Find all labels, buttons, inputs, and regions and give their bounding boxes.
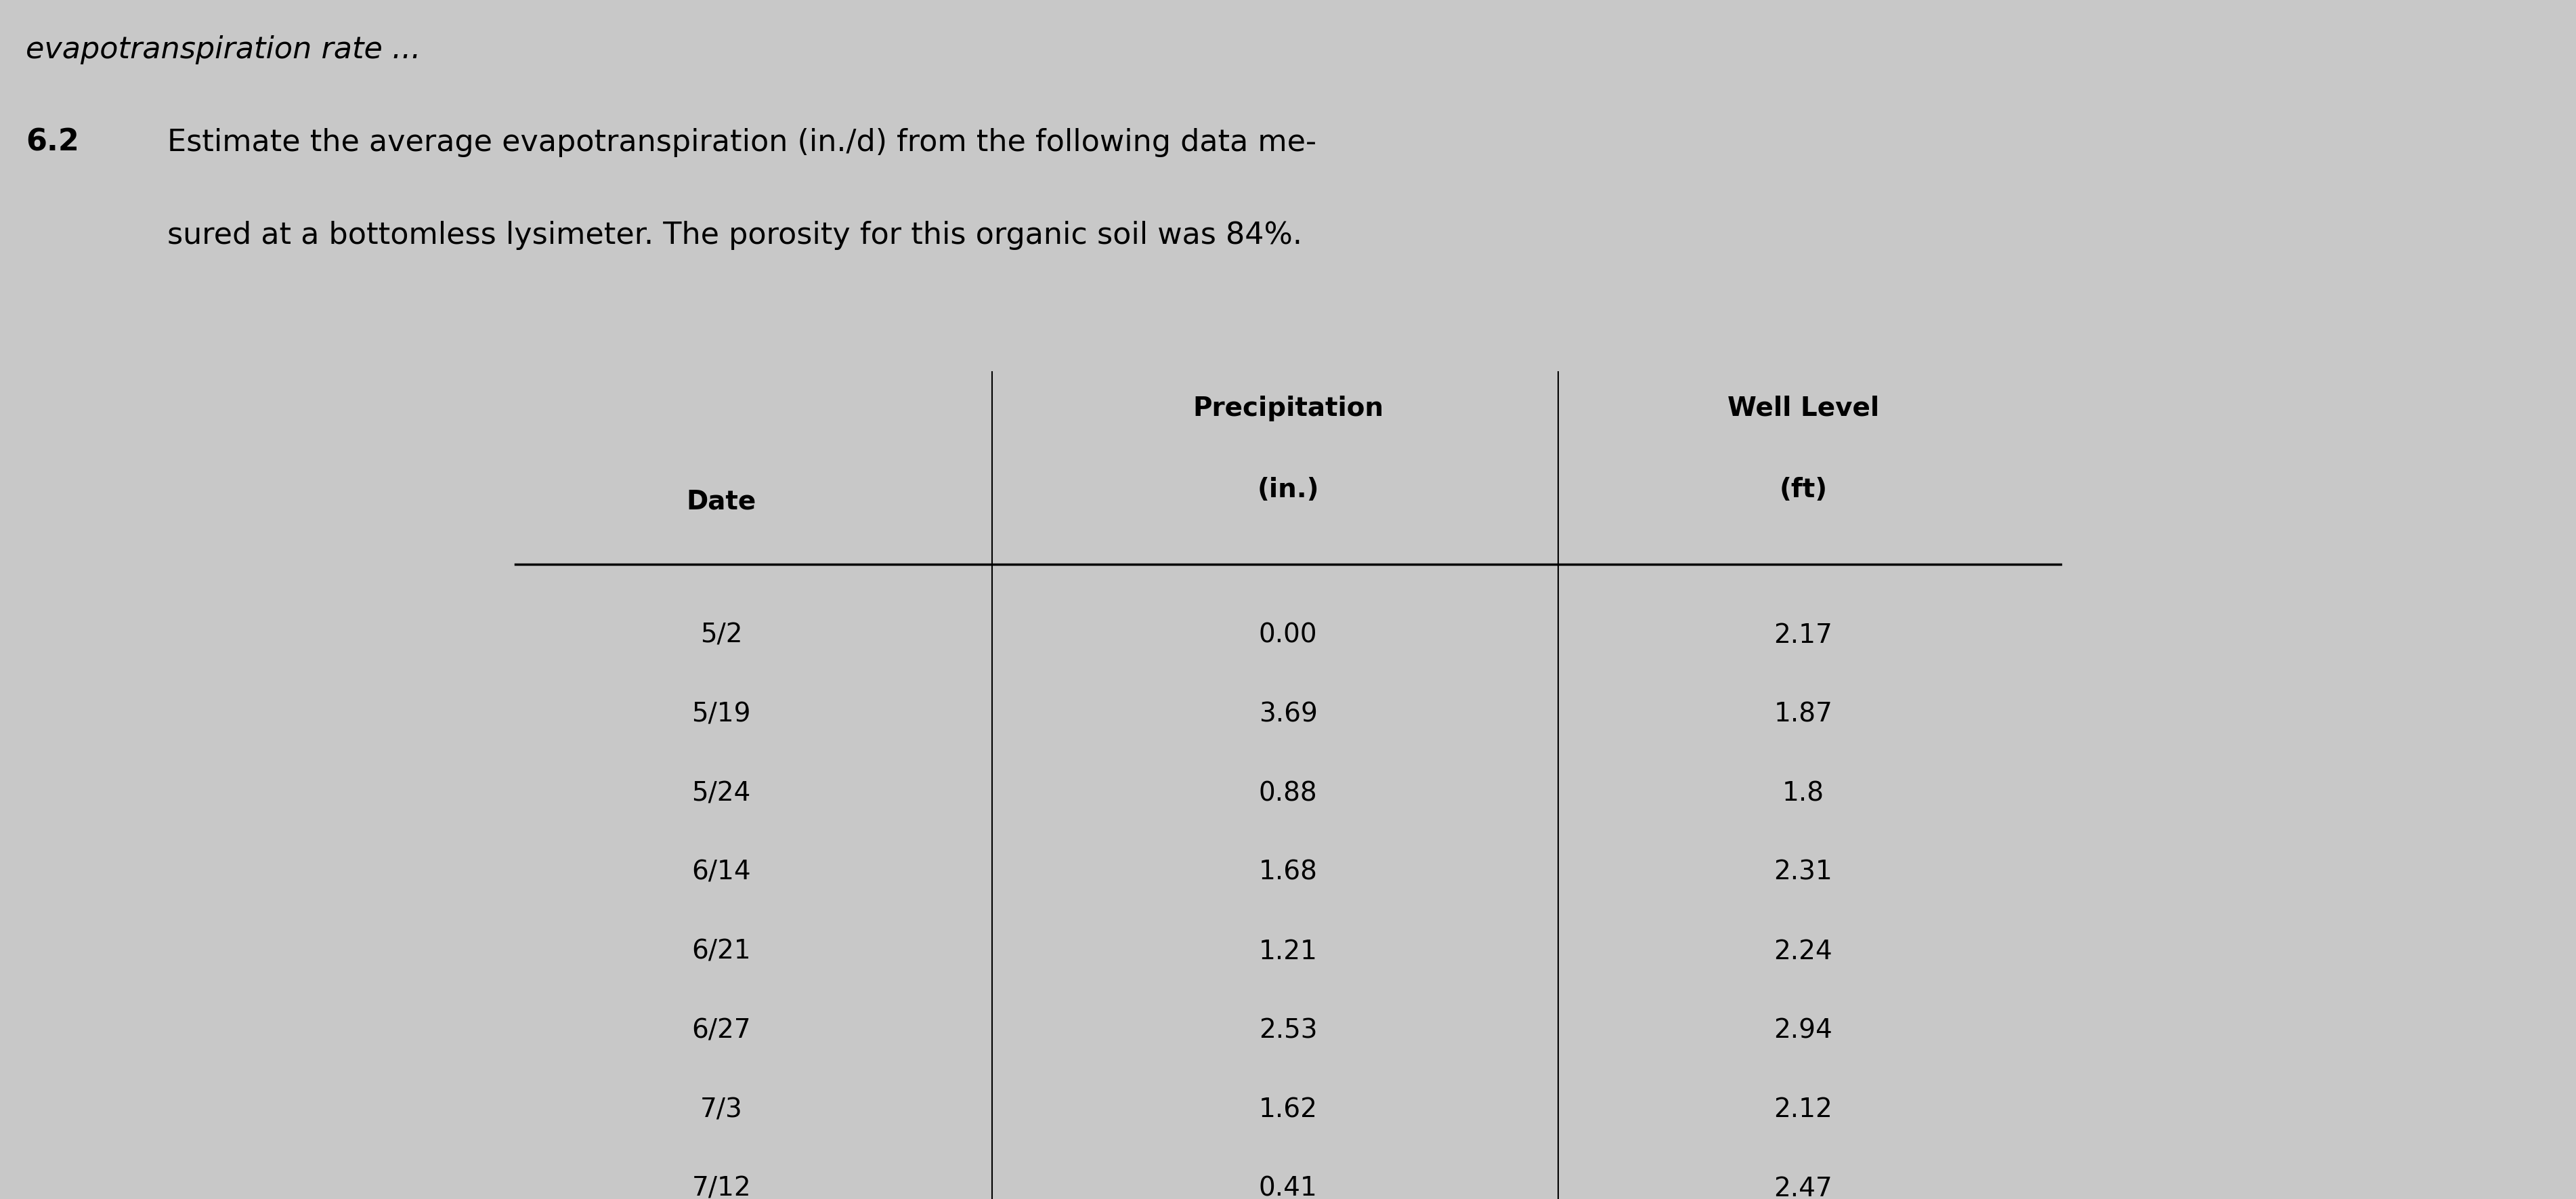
Text: 1.87: 1.87: [1775, 701, 1832, 727]
Text: 1.8: 1.8: [1783, 781, 1824, 806]
Text: 5/24: 5/24: [693, 781, 750, 806]
Text: 6.2: 6.2: [26, 128, 80, 157]
Text: 2.31: 2.31: [1775, 860, 1832, 885]
Text: Precipitation: Precipitation: [1193, 396, 1383, 421]
Text: 0.41: 0.41: [1260, 1176, 1316, 1199]
Text: 2.12: 2.12: [1775, 1097, 1832, 1122]
Text: 7/12: 7/12: [690, 1176, 752, 1199]
Text: 6/21: 6/21: [690, 939, 752, 964]
Text: 2.24: 2.24: [1775, 939, 1832, 964]
Text: 1.68: 1.68: [1260, 860, 1316, 885]
Text: 0.88: 0.88: [1260, 781, 1316, 806]
Text: (in.): (in.): [1257, 477, 1319, 502]
Text: 0.00: 0.00: [1260, 622, 1316, 647]
Text: Estimate the average evapotranspiration (in./d) from the following data me-: Estimate the average evapotranspiration …: [167, 128, 1316, 157]
Text: Well Level: Well Level: [1728, 396, 1878, 421]
Text: 1.62: 1.62: [1260, 1097, 1316, 1122]
Text: 7/3: 7/3: [701, 1097, 742, 1122]
Text: (ft): (ft): [1780, 477, 1826, 502]
Text: 5/2: 5/2: [701, 622, 742, 647]
Text: evapotranspiration rate ...: evapotranspiration rate ...: [26, 35, 420, 64]
Text: 5/19: 5/19: [690, 701, 752, 727]
Text: 3.69: 3.69: [1260, 701, 1316, 727]
Text: 2.17: 2.17: [1775, 622, 1832, 647]
Text: 1.21: 1.21: [1260, 939, 1316, 964]
Text: 2.47: 2.47: [1775, 1176, 1832, 1199]
Text: 2.94: 2.94: [1775, 1018, 1832, 1043]
Text: 6/14: 6/14: [690, 860, 752, 885]
Text: Date: Date: [685, 488, 757, 514]
Text: 2.53: 2.53: [1260, 1018, 1316, 1043]
Text: sured at a bottomless lysimeter. The porosity for this organic soil was 84%.: sured at a bottomless lysimeter. The por…: [167, 221, 1303, 251]
Text: 6/27: 6/27: [690, 1018, 752, 1043]
